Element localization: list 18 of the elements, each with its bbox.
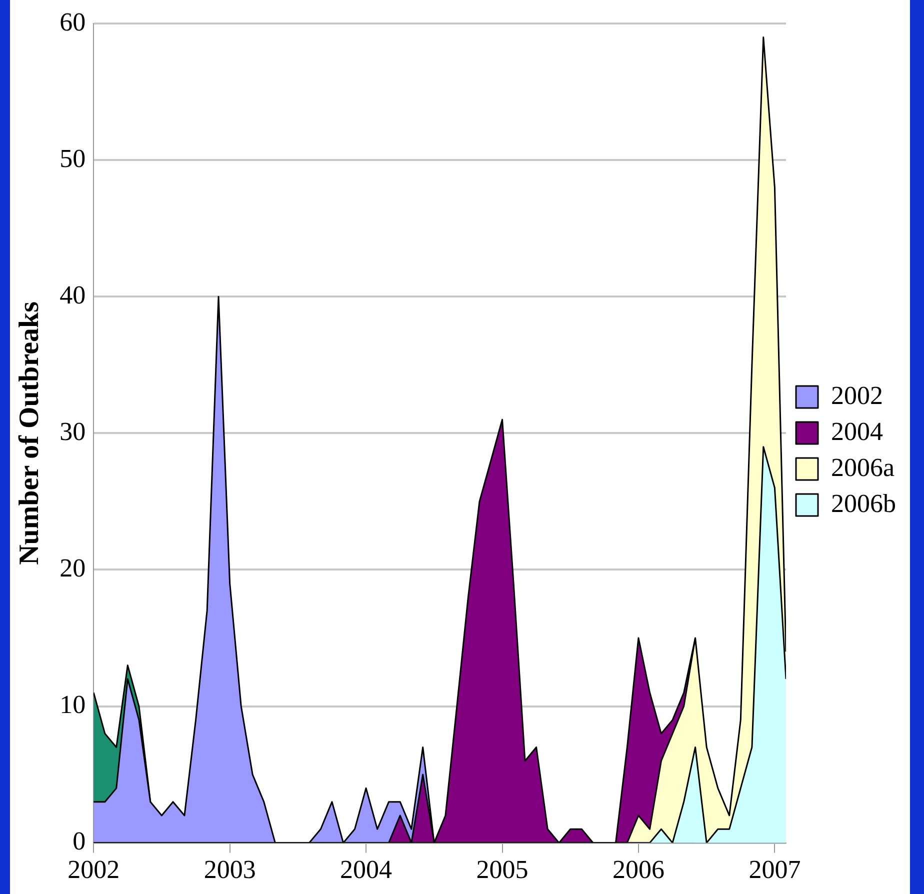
y-tick-label: 10 — [60, 690, 86, 720]
x-tick-label: 2003 — [204, 855, 256, 884]
y-tick-label: 30 — [60, 417, 86, 446]
y-tick-label: 20 — [60, 554, 86, 583]
x-tick-label: 2004 — [340, 855, 392, 884]
legend-label: 2002 — [831, 380, 883, 410]
x-tick-label: 2007 — [748, 855, 801, 884]
y-tick-label: 60 — [60, 7, 86, 36]
y-tick-label: 40 — [60, 280, 86, 310]
legend-label: 2006a — [831, 452, 895, 482]
legend-label: 2006b — [831, 488, 896, 518]
x-tick-label: 2006 — [612, 855, 664, 884]
y-axis-title: Number of Outbreaks — [14, 301, 46, 565]
x-tick-label: 2005 — [476, 855, 528, 884]
y-tick-label: 0 — [72, 826, 86, 856]
y-tick-label: 50 — [60, 144, 86, 173]
x-tick-label: 2002 — [68, 855, 120, 884]
legend-label: 2004 — [831, 416, 883, 446]
